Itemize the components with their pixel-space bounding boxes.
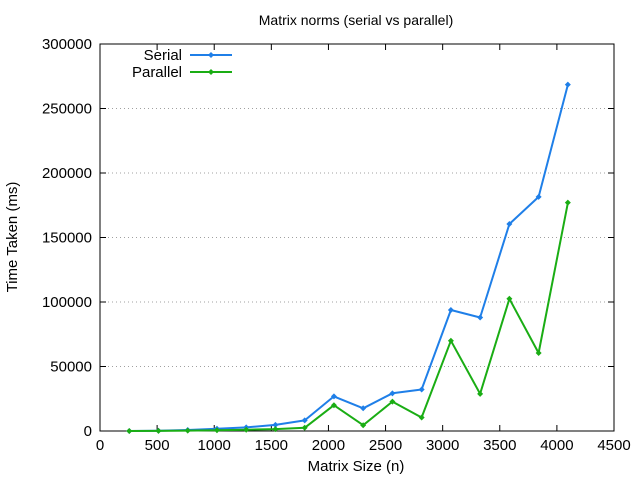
gridlines [100,108,614,367]
parallel-data-point [447,337,454,344]
legend-label-parallel: Parallel [132,64,182,81]
x-tick-label: 2000 [312,437,345,454]
parallel-data-point [535,349,542,356]
legend-marker-serial [208,52,214,58]
x-tick-label: 4000 [540,437,573,454]
y-tick-label: 50000 [50,359,92,376]
y-tick-label: 250000 [42,101,92,118]
y-tick-label: 100000 [42,294,92,311]
x-tick-label: 1500 [255,437,288,454]
x-tick-label: 3500 [483,437,516,454]
x-tick-label: 500 [145,437,170,454]
serial-data-point [418,386,425,393]
parallel-data-point [360,422,367,429]
serial-data-point [506,220,513,227]
parallel-data-point [126,428,133,434]
serial-data-point [272,421,279,428]
y-axis-title: Time Taken (ms) [4,182,21,293]
y-tick-label: 200000 [42,165,92,182]
parallel-data-point [477,390,484,397]
serial-data-point [360,405,367,412]
x-tick-label: 1000 [198,437,231,454]
tick-labels: 0 50000 100000 150000 200000 250000 300000 0 500… [42,36,631,454]
parallel-data-point [506,295,513,302]
y-tick-label: 150000 [42,230,92,247]
serial-data-point [389,390,396,397]
parallel-data-point [301,424,308,431]
y-tick-label: 300000 [42,36,92,53]
x-axis-title: Matrix Size (n) [308,458,405,475]
chart-title: Matrix norms (serial vs parallel) [259,12,453,28]
legend-marker-parallel [208,69,214,75]
parallel-series-line [129,202,569,432]
parallel-data-point [184,427,191,434]
serial-data-point [477,314,484,321]
serial-data-point [564,81,571,88]
serial-data-point [535,193,542,200]
serial-data-point [301,417,308,424]
parallel-data-point [418,414,425,421]
parallel-data-point [272,426,279,433]
y-tick-label: 0 [84,423,92,440]
parallel-data-point [330,402,337,409]
parallel-data-point [243,426,250,433]
series-layer [126,81,571,434]
serial-series-line [129,84,569,432]
serial-data-point [330,393,337,400]
parallel-data-point [155,427,162,434]
legend-label-serial: Serial [144,47,182,64]
x-tick-label: 4500 [597,437,630,454]
x-tick-label: 3000 [426,437,459,454]
parallel-data-point [564,199,571,206]
x-tick-label: 0 [96,437,104,454]
x-tick-label: 2500 [369,437,402,454]
parallel-data-point [389,398,396,405]
serial-data-point [447,306,454,313]
parallel-data-point [213,427,220,434]
